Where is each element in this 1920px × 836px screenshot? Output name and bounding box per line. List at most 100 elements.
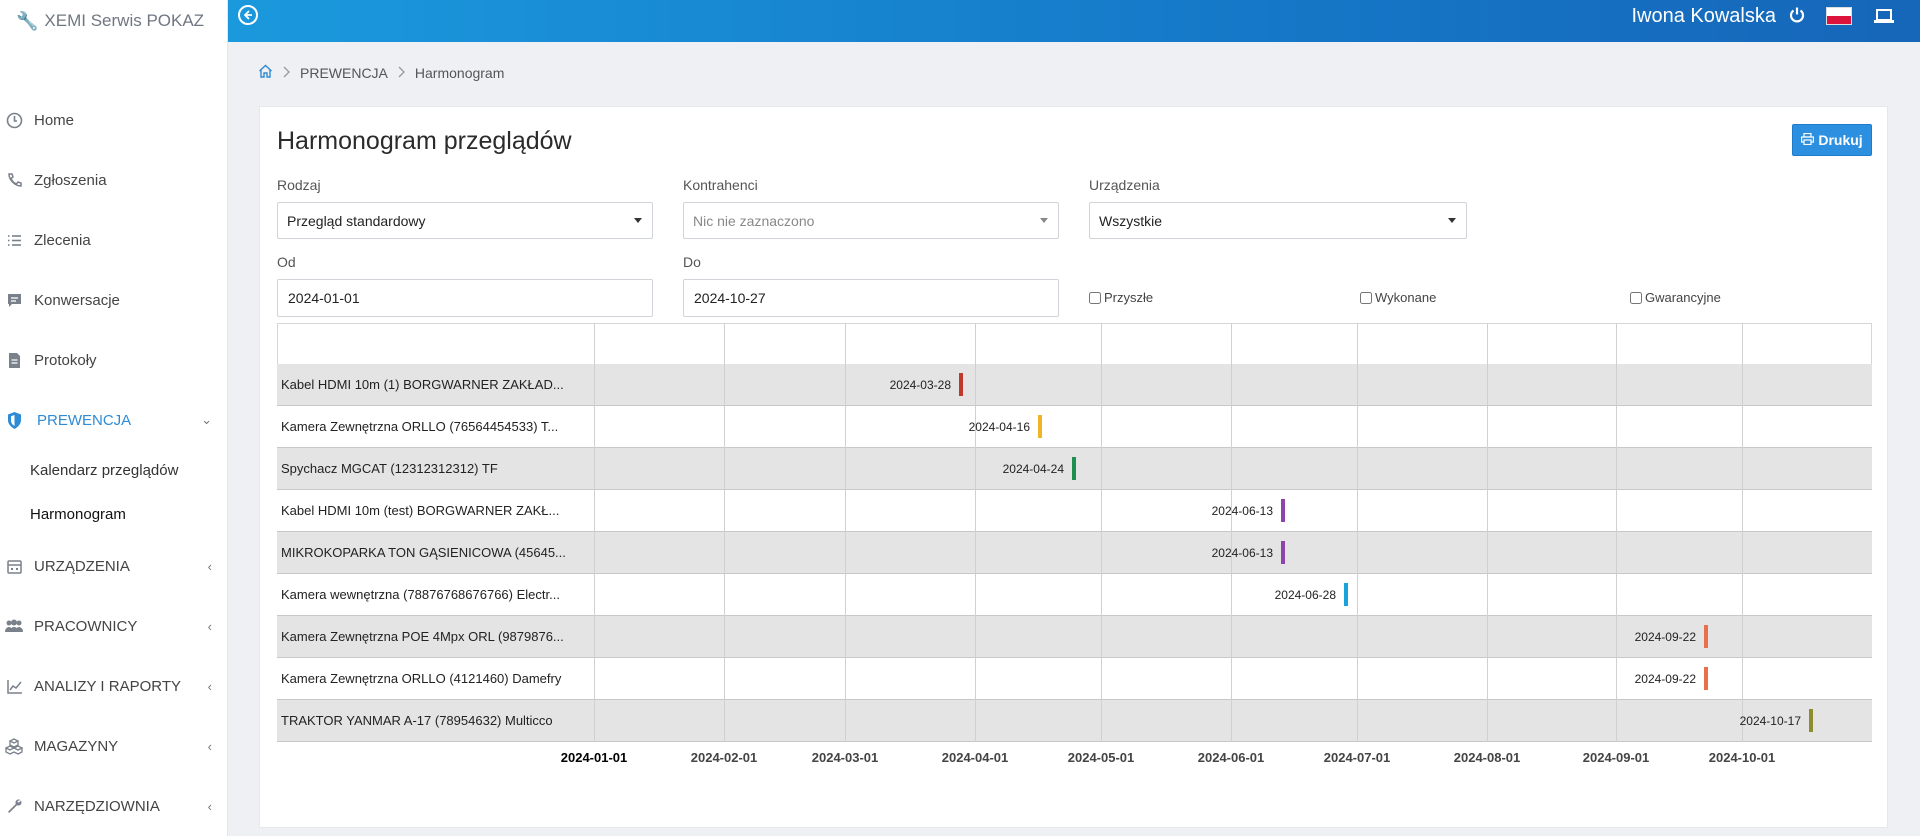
home-icon[interactable] [258,64,273,81]
sidebar-item-label: Zgłoszenia [34,171,107,189]
timeline-axis-tick: 2024-08-01 [1453,750,1521,765]
sidebar-subitem-harmonogram[interactable]: Harmonogram [30,506,126,523]
sidebar-item-zlecenia[interactable]: Zlecenia [0,220,228,260]
timeline-event-marker[interactable] [1072,457,1076,480]
sidebar-item-konwersacje[interactable]: Konwersacje [0,280,228,320]
sidebar-item-label: Zlecenia [34,231,91,249]
sidebar-item-label: Home [34,111,75,129]
list-icon [4,232,24,249]
user-name[interactable]: Iwona Kowalska [1631,5,1776,27]
breadcrumb-section[interactable]: PREWENCJA [300,64,388,81]
chevron-right-icon [283,65,290,81]
timeline-gridline [724,323,725,742]
timeline-event-marker[interactable] [1704,667,1708,690]
sidebar-item-label: PREWENCJA [37,411,132,429]
chart-icon [4,678,24,695]
chevron-left-icon: ‹ [207,618,212,634]
users-icon [4,618,24,635]
timeline-row-label: Kamera Zewnętrzna ORLLO (4121460) Damefr… [281,671,562,686]
urzadzenia-select-value: Wszystkie [1099,212,1162,229]
timeline-gridline [845,323,846,742]
phone-icon [4,172,24,189]
laptop-icon[interactable] [1874,8,1894,24]
przyszle-checkbox-label: Przyszłe [1104,290,1154,305]
sidebar-item-protokoly[interactable]: Protokoły [0,340,228,380]
timeline-row-label: Kamera Zewnętrzna ORLLO (76564454533) T.… [281,419,559,434]
sidebar-item-label: Konwersacje [34,291,120,309]
do-date-input[interactable] [683,279,1059,317]
sidebar-item-label: MAGAZYNY [34,737,119,755]
timeline-event-marker[interactable] [1281,541,1285,564]
urzadzenia-select[interactable]: Wszystkie [1089,202,1467,239]
sidebar-item-magazyny[interactable]: MAGAZYNY ‹ [0,726,228,766]
timeline-row-label: Kamera wewnętrzna (78876768676766) Elect… [281,587,560,602]
wykonane-checkbox-label: Wykonane [1375,290,1437,305]
home-icon [4,112,24,129]
kontrahenci-label: Kontrahenci [683,177,758,193]
sidebar-item-pracownicy[interactable]: PRACOWNICY ‹ [0,606,228,646]
gwarancyjne-checkbox-label: Gwarancyjne [1645,290,1721,305]
timeline-event-date: 2024-09-22 [1634,672,1696,686]
timeline-axis-tick: 2024-02-01 [690,750,758,765]
sidebar-item-zgloszenia[interactable]: Zgłoszenia [0,160,228,200]
przyszle-checkbox-input[interactable] [1089,291,1101,304]
timeline-event-marker[interactable] [1281,499,1285,522]
timeline-row-label: MIKROKOPARKA TON GĄSIENICOWA (45645... [281,545,566,560]
timeline-row-label: Kamera Zewnętrzna POE 4Mpx ORL (9879876.… [281,629,564,644]
sidebar-item-label: NARZĘDZIOWNIA [34,797,160,815]
kontrahenci-select[interactable]: Nic nie zaznaczono [683,202,1059,239]
gwarancyjne-checkbox[interactable]: Gwarancyjne [1630,290,1721,305]
print-button-label: Drukuj [1818,132,1863,148]
chevron-right-icon [398,65,405,81]
timeline-event-date: 2024-04-16 [968,420,1030,434]
breadcrumb: PREWENCJA Harmonogram [258,64,504,81]
timeline-gridline [1101,323,1102,742]
timeline-event-marker[interactable] [1704,625,1708,648]
wykonane-checkbox[interactable]: Wykonane [1360,290,1436,305]
page-title: Harmonogram przeglądów [277,127,572,155]
timeline-row-label: Kabel HDMI 10m (test) BORGWARNER ZAKŁ... [281,503,560,518]
timeline-row-label: Spychacz MGCAT (12312312312) TF [281,461,498,476]
od-date-input[interactable] [277,279,653,317]
do-label: Do [683,254,701,270]
caret-down-icon [1448,218,1456,223]
timeline-row-label: Kabel HDMI 10m (1) BORGWARNER ZAKŁAD... [281,377,564,392]
brand[interactable]: 🔧 XEMI Serwis POKAZ [0,0,227,42]
sidebar-item-analizy[interactable]: ANALIZY I RAPORTY ‹ [0,666,228,706]
breadcrumb-page: Harmonogram [414,64,505,81]
timeline-event-marker[interactable] [1344,583,1348,606]
timeline-row: Kamera Zewnętrzna ORLLO (76564454533) T.… [277,406,1872,448]
sidebar-item-narzedziownia[interactable]: NARZĘDZIOWNIA ‹ [0,786,228,826]
rodzaj-select[interactable]: Przegląd standardowy [277,202,653,239]
chevron-left-icon: ‹ [207,738,212,754]
timeline-gridline [1487,323,1488,742]
timeline-event-marker[interactable] [1038,415,1042,438]
boxes-icon [4,737,24,755]
rodzaj-label: Rodzaj [277,177,321,193]
kontrahenci-select-placeholder: Nic nie zaznaczono [693,212,815,229]
sidebar-item-label: Protokoły [34,351,97,369]
timeline-gridline [975,323,976,742]
sidebar-item-home[interactable]: Home [0,100,228,140]
sidebar-item-prewencja[interactable]: PREWENCJA ⌄ [0,400,228,440]
timeline-event-marker[interactable] [959,373,963,396]
gwarancyjne-checkbox-input[interactable] [1630,291,1642,304]
timeline-axis-tick: 2024-10-01 [1708,750,1776,765]
sidebar-subitem-kalendarz[interactable]: Kalendarz przeglądów [30,462,179,479]
sidebar: 🔧 XEMI Serwis POKAZ Home Zgłoszenia Zlec… [0,0,228,836]
rodzaj-select-value: Przegląd standardowy [287,212,426,229]
device-icon [4,558,24,575]
wykonane-checkbox-input[interactable] [1360,291,1372,304]
od-label: Od [277,254,296,270]
top-bar: Iwona Kowalska [228,0,1920,42]
timeline-event-marker[interactable] [1809,709,1813,732]
sidebar-item-urzadzenia[interactable]: URZĄDZENIA ‹ [0,546,228,586]
back-arrow-icon[interactable] [238,5,258,25]
flag-pl-icon[interactable] [1826,7,1852,25]
timeline-row: TRAKTOR YANMAR A-17 (78954632) Multicco [277,700,1872,742]
przyszle-checkbox[interactable]: Przyszłe [1089,290,1153,305]
print-button[interactable]: Drukuj [1792,124,1872,156]
wrench-icon [4,798,24,815]
timeline-gridline [1357,323,1358,742]
power-icon[interactable] [1788,6,1806,24]
